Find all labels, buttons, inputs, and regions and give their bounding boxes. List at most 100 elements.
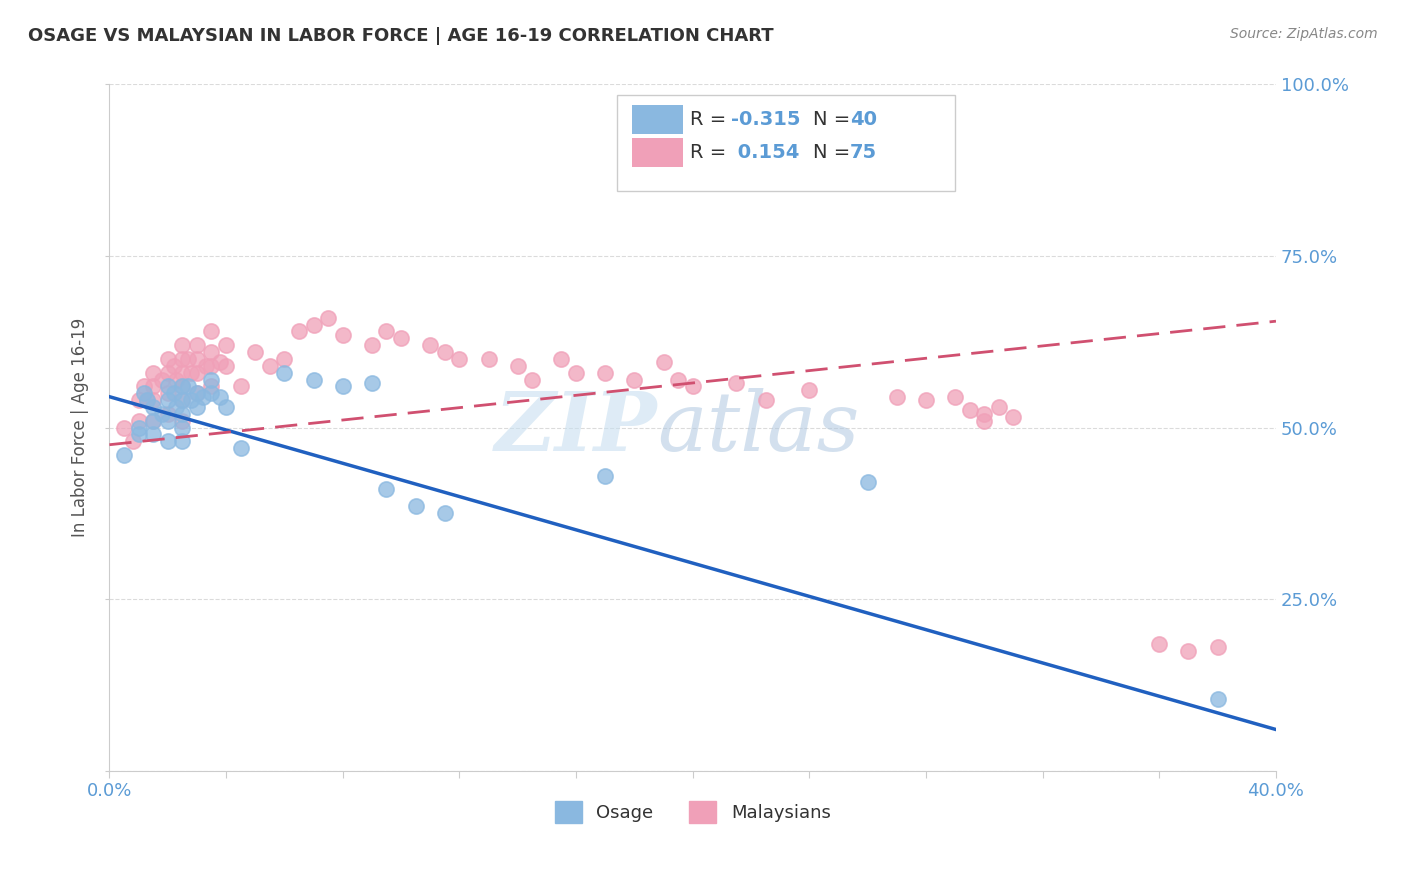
Point bbox=[200, 386, 222, 401]
Point bbox=[172, 351, 194, 366]
Point bbox=[200, 359, 222, 373]
Point bbox=[177, 351, 200, 366]
Point bbox=[172, 434, 194, 449]
Point bbox=[273, 351, 295, 366]
Point bbox=[375, 325, 398, 339]
Point bbox=[200, 379, 222, 393]
Point bbox=[273, 366, 295, 380]
Point bbox=[1149, 637, 1171, 651]
Point bbox=[186, 366, 208, 380]
FancyBboxPatch shape bbox=[617, 95, 955, 191]
Point bbox=[433, 345, 456, 359]
Point bbox=[172, 407, 194, 421]
Point bbox=[142, 379, 165, 393]
Legend: Osage, Malaysians: Osage, Malaysians bbox=[554, 801, 831, 823]
Text: atlas: atlas bbox=[658, 387, 860, 467]
Point bbox=[973, 407, 995, 421]
FancyBboxPatch shape bbox=[633, 138, 683, 167]
Point bbox=[229, 379, 252, 393]
Point bbox=[302, 318, 325, 332]
Point bbox=[200, 345, 222, 359]
Point bbox=[652, 355, 675, 369]
Point bbox=[142, 366, 165, 380]
Point bbox=[682, 379, 704, 393]
Y-axis label: In Labor Force | Age 16-19: In Labor Force | Age 16-19 bbox=[72, 318, 89, 537]
Point bbox=[180, 393, 202, 408]
Point bbox=[915, 393, 938, 408]
Point bbox=[666, 372, 689, 386]
Point bbox=[194, 359, 217, 373]
Point bbox=[959, 403, 981, 417]
Point bbox=[419, 338, 441, 352]
Point bbox=[245, 345, 267, 359]
Point bbox=[180, 366, 202, 380]
Point bbox=[156, 351, 179, 366]
Point bbox=[200, 372, 222, 386]
Point bbox=[186, 400, 208, 414]
Point bbox=[1206, 640, 1229, 655]
Point bbox=[134, 386, 156, 401]
Point bbox=[191, 390, 214, 404]
Point bbox=[156, 434, 179, 449]
Point bbox=[332, 327, 354, 342]
Point bbox=[593, 468, 616, 483]
Point bbox=[142, 400, 165, 414]
Point bbox=[112, 420, 135, 434]
Point bbox=[186, 386, 208, 401]
Point bbox=[405, 500, 427, 514]
FancyBboxPatch shape bbox=[633, 105, 683, 134]
Point bbox=[150, 372, 173, 386]
Point bbox=[550, 351, 572, 366]
Point bbox=[142, 393, 165, 408]
Point bbox=[128, 420, 150, 434]
Point bbox=[215, 359, 238, 373]
Point bbox=[229, 441, 252, 455]
Text: Source: ZipAtlas.com: Source: ZipAtlas.com bbox=[1230, 27, 1378, 41]
Point bbox=[156, 393, 179, 408]
Point bbox=[177, 379, 200, 393]
Point bbox=[172, 338, 194, 352]
Point bbox=[136, 393, 159, 408]
Text: 0.154: 0.154 bbox=[731, 143, 800, 161]
Point bbox=[886, 390, 908, 404]
Point bbox=[288, 325, 311, 339]
Point bbox=[162, 359, 184, 373]
Point bbox=[172, 379, 194, 393]
Point bbox=[112, 448, 135, 462]
Point bbox=[172, 366, 194, 380]
Point bbox=[172, 379, 194, 393]
Text: R =: R = bbox=[690, 143, 733, 161]
Point bbox=[134, 379, 156, 393]
Text: 75: 75 bbox=[851, 143, 877, 161]
Point bbox=[623, 372, 645, 386]
Point bbox=[150, 407, 173, 421]
Point bbox=[209, 390, 232, 404]
Text: N =: N = bbox=[813, 110, 856, 129]
Point bbox=[128, 414, 150, 428]
Point bbox=[449, 351, 471, 366]
Point bbox=[565, 366, 588, 380]
Point bbox=[186, 386, 208, 401]
Point bbox=[142, 414, 165, 428]
Point bbox=[156, 407, 179, 421]
Text: 40: 40 bbox=[851, 110, 877, 129]
Point bbox=[360, 338, 382, 352]
Point bbox=[215, 338, 238, 352]
Text: R =: R = bbox=[690, 110, 733, 129]
Point bbox=[172, 414, 194, 428]
Point bbox=[166, 400, 188, 414]
Point bbox=[433, 507, 456, 521]
Point bbox=[799, 383, 821, 397]
Point bbox=[172, 393, 194, 408]
Point bbox=[186, 351, 208, 366]
Point bbox=[332, 379, 354, 393]
Point bbox=[259, 359, 281, 373]
Text: ZIP: ZIP bbox=[495, 387, 658, 467]
Point bbox=[593, 366, 616, 380]
Point bbox=[162, 386, 184, 401]
Point bbox=[142, 427, 165, 442]
Point bbox=[172, 393, 194, 408]
Point bbox=[156, 366, 179, 380]
Point bbox=[1206, 691, 1229, 706]
Text: N =: N = bbox=[813, 143, 856, 161]
